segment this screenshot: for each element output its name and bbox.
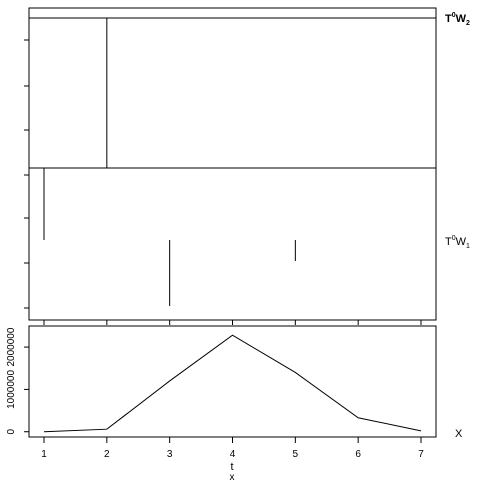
lower-y-tick-label: 1000000 [6,370,17,409]
series-label-w2-main: T [445,13,452,25]
series-label-w1-sub: 1 [466,243,470,250]
w1-series-segments [43,168,296,306]
series-label-w2-main2: W [456,13,467,25]
x-axis-sublabel: x [230,472,235,480]
series-label-w1: T0W1 [445,235,470,250]
series-label-w2-sub: 2 [466,20,470,27]
lower-y-tick-label: 2000000 [6,327,17,366]
lower-x-axis: 1 2 3 4 5 6 7 [41,437,424,460]
x-axis-label: t [230,461,233,473]
lower-x-tick-label: 3 [167,449,173,460]
upper-panel-frame [28,7,437,321]
lower-x-tick-label: 7 [418,449,424,460]
upper-bottom-ticks [43,320,422,325]
series-label-w1-sup: 0 [452,235,456,242]
lower-x-tick-label: 4 [230,449,236,460]
lower-panel-frame [28,325,437,438]
lower-x-tick-label: 6 [355,449,361,460]
lower-y-axis: 0 1000000 2000000 [6,327,29,435]
x-series-line [43,334,422,433]
lower-x-tick-label: 5 [293,449,299,460]
lower-x-tick-label: 2 [104,449,110,460]
lower-y-tick-label: 0 [6,429,17,435]
series-label-w1-main2: W [456,236,467,248]
series-label-w1-main: T [445,236,452,248]
lower-x-tick-label: 1 [41,449,47,460]
series-label-w2-sup: 0 [452,12,456,19]
series-label-w2: T0W2 [445,12,470,27]
lower-series-label: X [455,428,463,440]
upper-left-ticks [24,39,29,309]
